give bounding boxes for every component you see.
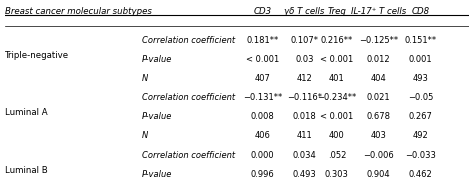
Text: Luminal B: Luminal B	[5, 166, 48, 174]
Text: γδ T cells: γδ T cells	[284, 7, 325, 16]
Text: 401: 401	[329, 74, 345, 83]
Text: CD3: CD3	[254, 7, 272, 16]
Text: 0.008: 0.008	[251, 112, 274, 121]
Text: 404: 404	[371, 74, 387, 83]
Text: 0.000: 0.000	[251, 151, 274, 160]
Text: 0.151**: 0.151**	[404, 36, 437, 45]
Text: 0.021: 0.021	[367, 93, 391, 102]
Text: < 0.001: < 0.001	[320, 112, 354, 121]
Text: −0.033: −0.033	[405, 151, 436, 160]
Text: 0.018: 0.018	[292, 112, 316, 121]
Text: 0.267: 0.267	[409, 112, 432, 121]
Text: −0.131**: −0.131**	[243, 93, 282, 102]
Text: P-value: P-value	[142, 170, 172, 179]
Text: 403: 403	[371, 132, 387, 140]
Text: Treg: Treg	[328, 7, 346, 16]
Text: 0.303: 0.303	[325, 170, 349, 179]
Text: Triple-negative: Triple-negative	[5, 51, 69, 60]
Text: Correlation coefficient: Correlation coefficient	[142, 36, 235, 45]
Text: .052: .052	[328, 151, 346, 160]
Text: 0.034: 0.034	[292, 151, 316, 160]
Text: 0.996: 0.996	[251, 170, 274, 179]
Text: −0.125**: −0.125**	[359, 36, 398, 45]
Text: 0.493: 0.493	[292, 170, 316, 179]
Text: P-value: P-value	[142, 112, 172, 121]
Text: 0.107*: 0.107*	[291, 36, 319, 45]
Text: 0.001: 0.001	[409, 55, 432, 64]
Text: 492: 492	[412, 132, 428, 140]
Text: Correlation coefficient: Correlation coefficient	[142, 151, 235, 160]
Text: < 0.001: < 0.001	[246, 55, 279, 64]
Text: 0.03: 0.03	[295, 55, 314, 64]
Text: Correlation coefficient: Correlation coefficient	[142, 93, 235, 102]
Text: −0.116*: −0.116*	[287, 93, 322, 102]
Text: P-value: P-value	[142, 55, 172, 64]
Text: 407: 407	[255, 74, 271, 83]
Text: 0.216**: 0.216**	[321, 36, 353, 45]
Text: 0.904: 0.904	[367, 170, 391, 179]
Text: N: N	[142, 132, 148, 140]
Text: −0.234**: −0.234**	[317, 93, 356, 102]
Text: −0.05: −0.05	[408, 93, 433, 102]
Text: 0.462: 0.462	[409, 170, 432, 179]
Text: 412: 412	[296, 74, 312, 83]
Text: 0.012: 0.012	[367, 55, 391, 64]
Text: −0.006: −0.006	[363, 151, 394, 160]
Text: N: N	[142, 74, 148, 83]
Text: 0.678: 0.678	[367, 112, 391, 121]
Text: IL-17⁺ T cells: IL-17⁺ T cells	[351, 7, 406, 16]
Text: 0.181**: 0.181**	[246, 36, 279, 45]
Text: 406: 406	[255, 132, 271, 140]
Text: 400: 400	[329, 132, 345, 140]
Text: Breast cancer molecular subtypes: Breast cancer molecular subtypes	[5, 7, 152, 16]
Text: 493: 493	[412, 74, 428, 83]
Text: CD8: CD8	[411, 7, 429, 16]
Text: < 0.001: < 0.001	[320, 55, 354, 64]
Text: 411: 411	[296, 132, 312, 140]
Text: Luminal A: Luminal A	[5, 108, 48, 117]
